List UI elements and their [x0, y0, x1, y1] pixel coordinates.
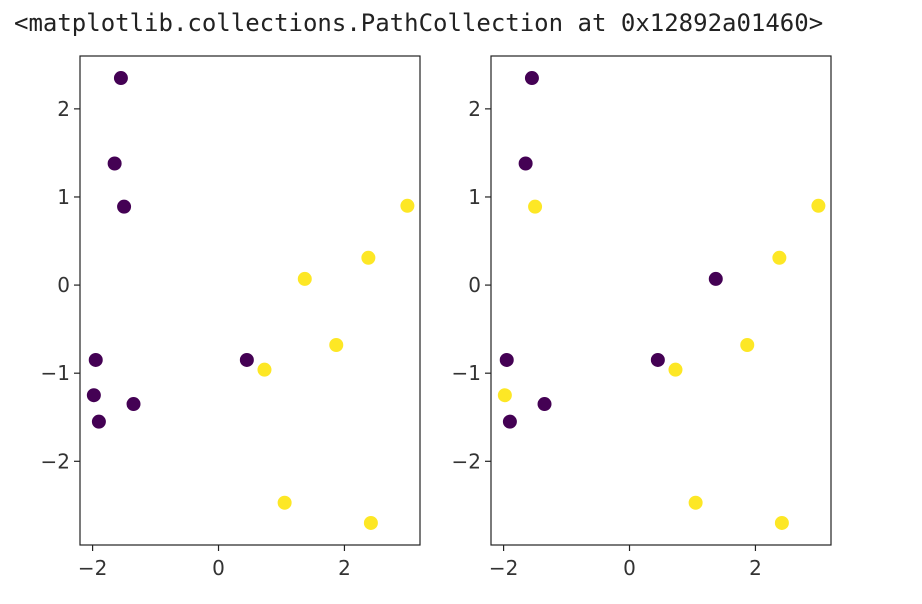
scatter-point — [771, 249, 788, 266]
scatter-point — [649, 351, 666, 368]
scatter-point — [536, 396, 553, 413]
y-tick-label: 2 — [468, 97, 481, 121]
axes-frame — [490, 55, 832, 546]
cell-output-text: <matplotlib.collections.PathCollection a… — [14, 9, 824, 37]
y-tick-label: 0 — [57, 273, 70, 297]
scatter-point — [362, 514, 379, 531]
scatter-point — [296, 270, 313, 287]
x-tick-label: 0 — [623, 556, 636, 580]
x-tick-label: 2 — [338, 556, 351, 580]
scatter-plot-right: −2 0 2 −2 −1 0 1 2 — [452, 55, 832, 580]
scatter-point — [527, 198, 544, 215]
y-tick-label: 0 — [468, 273, 481, 297]
scatter-point — [87, 351, 104, 368]
scatter-point — [90, 413, 107, 430]
scatter-point — [707, 270, 724, 287]
scatter-point — [116, 198, 133, 215]
scatter-point — [85, 387, 102, 404]
scatter-point — [360, 249, 377, 266]
y-tick-label: 1 — [468, 185, 481, 209]
scatter-plot-left: −2 0 2 −2 −1 0 1 2 — [41, 55, 421, 580]
scatter-point — [238, 351, 255, 368]
scatter-point — [125, 396, 142, 413]
scatter-point — [328, 336, 345, 353]
x-tick-label: −2 — [78, 556, 107, 580]
scatter-point — [739, 336, 756, 353]
x-tick-label: 0 — [212, 556, 225, 580]
scatter-point — [773, 514, 790, 531]
scatter-point — [256, 361, 273, 378]
x-tick-label: −2 — [489, 556, 518, 580]
scatter-point — [687, 494, 704, 511]
y-tick-label: −1 — [452, 361, 481, 385]
scatter-point — [667, 361, 684, 378]
y-tick-label: 1 — [57, 185, 70, 209]
scatter-point — [276, 494, 293, 511]
axes-frame — [79, 55, 421, 546]
y-tick-label: −2 — [452, 449, 481, 473]
scatter-point — [498, 351, 515, 368]
scatter-point — [517, 155, 534, 172]
y-tick-label: −2 — [41, 449, 70, 473]
scatter-point — [501, 413, 518, 430]
scatter-point — [112, 70, 129, 87]
y-tick-label: −1 — [41, 361, 70, 385]
scatter-point — [523, 70, 540, 87]
scatter-point — [106, 155, 123, 172]
y-tick-label: 2 — [57, 97, 70, 121]
scatter-point — [399, 197, 416, 214]
scatter-point — [810, 197, 827, 214]
scatter-point — [496, 387, 513, 404]
x-tick-label: 2 — [749, 556, 762, 580]
